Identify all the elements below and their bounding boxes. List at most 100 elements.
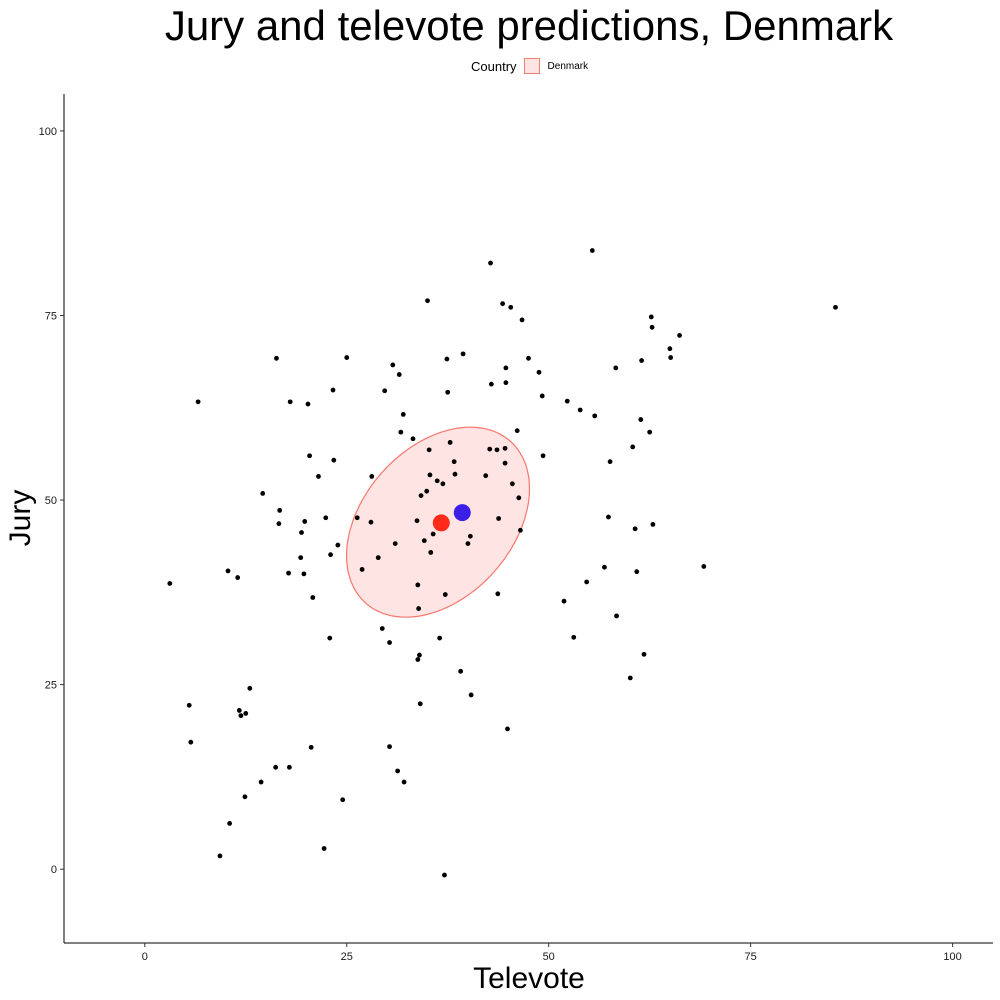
data-point <box>298 555 304 561</box>
y-tick-label: 75 <box>45 310 57 322</box>
data-point <box>277 507 283 513</box>
data-point <box>301 571 307 577</box>
data-point <box>188 739 194 745</box>
data-point <box>286 570 291 576</box>
data-point <box>483 473 489 479</box>
x-tick-label: 100 <box>943 951 961 963</box>
data-point <box>398 429 404 435</box>
data-point <box>442 872 447 878</box>
data-point <box>468 692 474 698</box>
data-point <box>634 569 640 575</box>
data-point <box>387 744 392 750</box>
x-tick-label: 75 <box>745 951 757 963</box>
data-point <box>410 436 416 442</box>
data-point <box>344 355 350 360</box>
y-tick-label: 50 <box>45 495 57 507</box>
data-point <box>417 652 422 658</box>
y-axis-title: Jury <box>4 490 37 547</box>
data-point <box>606 514 611 520</box>
data-point <box>390 362 396 368</box>
red-marker <box>432 514 450 532</box>
data-point <box>400 412 406 417</box>
x-tick-label: 0 <box>142 951 148 963</box>
data-point <box>368 519 374 525</box>
data-point <box>273 764 279 770</box>
data-point <box>564 398 570 404</box>
data-point <box>415 657 421 662</box>
data-point <box>247 685 253 691</box>
data-point <box>494 447 500 453</box>
data-point <box>437 635 443 641</box>
data-point <box>467 533 473 539</box>
data-point <box>584 579 590 585</box>
data-point <box>614 613 619 619</box>
data-point <box>649 324 655 330</box>
data-point <box>571 634 577 640</box>
data-point <box>444 356 450 362</box>
data-point <box>630 444 636 450</box>
data-point <box>632 526 638 532</box>
legend-title: Country <box>471 58 517 74</box>
data-point <box>639 358 644 363</box>
data-point <box>496 516 502 521</box>
y-tick-label: 0 <box>51 864 57 876</box>
x-axis-title: Televote <box>473 962 585 995</box>
data-point <box>495 591 501 597</box>
data-point <box>421 538 427 544</box>
data-point <box>307 453 312 459</box>
data-point <box>502 460 508 466</box>
data-point <box>354 515 360 521</box>
data-point <box>460 351 466 357</box>
x-tick-label: 50 <box>543 951 555 963</box>
data-point <box>638 417 644 422</box>
data-point <box>514 428 520 434</box>
data-point <box>667 346 673 352</box>
data-point <box>414 518 420 524</box>
data-point <box>561 598 567 604</box>
data-point <box>375 555 381 561</box>
data-point <box>418 493 424 499</box>
data-point <box>540 453 546 459</box>
data-point <box>503 380 509 386</box>
legend-label-denmark: Denmark <box>547 60 589 72</box>
data-point <box>442 592 448 597</box>
data-point <box>395 768 401 774</box>
data-point <box>217 853 223 859</box>
data-point <box>416 606 422 611</box>
data-point <box>648 314 654 320</box>
data-point <box>330 387 336 393</box>
data-point <box>518 527 523 533</box>
data-point <box>243 711 249 716</box>
data-point <box>451 459 457 465</box>
data-point <box>235 575 241 580</box>
data-point <box>260 490 266 496</box>
y-tick-label: 25 <box>45 680 57 692</box>
data-point <box>447 440 453 445</box>
blue-marker <box>453 504 471 522</box>
data-point <box>331 457 337 463</box>
data-point <box>359 567 365 572</box>
data-point <box>238 713 244 719</box>
data-point <box>316 474 321 479</box>
data-point <box>424 488 430 494</box>
data-point <box>425 298 430 304</box>
data-point <box>428 550 434 555</box>
data-point <box>602 564 607 570</box>
y-tick-label: 100 <box>39 126 57 138</box>
data-point <box>227 821 233 826</box>
data-point <box>242 794 248 800</box>
data-point <box>430 531 436 537</box>
data-point <box>396 372 402 377</box>
data-point <box>500 301 506 307</box>
x-tick-label: 25 <box>341 951 353 963</box>
data-point <box>641 651 647 657</box>
data-point <box>308 744 314 750</box>
data-point <box>607 459 613 465</box>
data-point <box>299 530 304 535</box>
data-point <box>387 640 392 645</box>
data-point <box>426 447 432 453</box>
data-point <box>526 355 531 361</box>
data-point <box>589 248 595 253</box>
data-point <box>647 429 653 435</box>
